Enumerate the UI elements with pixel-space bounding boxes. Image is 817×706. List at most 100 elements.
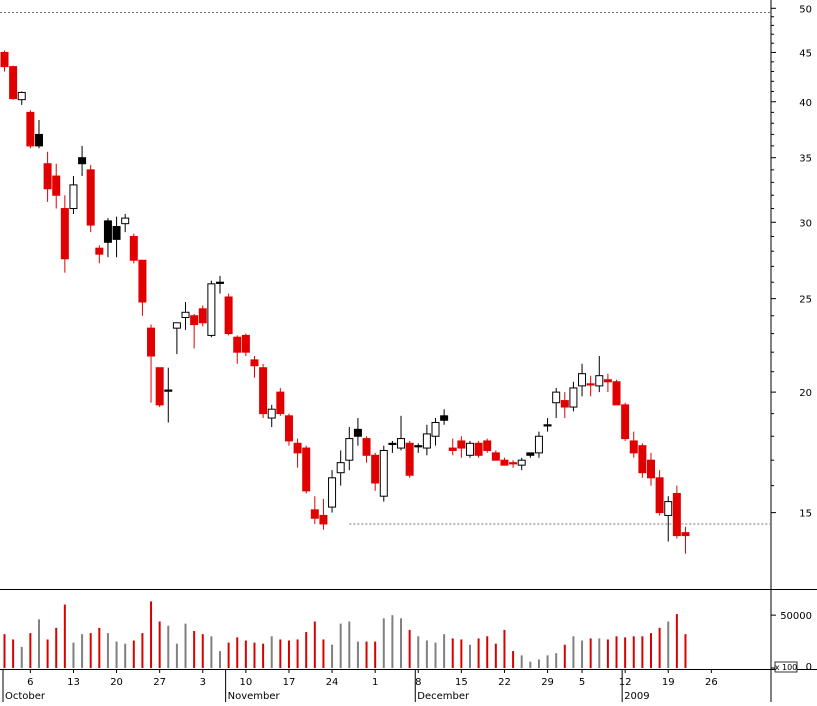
candle-body xyxy=(586,383,595,386)
candle-body xyxy=(276,391,285,415)
candle xyxy=(638,443,647,478)
candle-body xyxy=(224,296,233,335)
candle xyxy=(655,470,664,516)
candle-body xyxy=(328,477,337,508)
candle xyxy=(172,322,181,355)
candle xyxy=(26,110,35,149)
candle-body xyxy=(379,449,388,497)
candle xyxy=(43,151,52,202)
price-tick-label: 15 xyxy=(799,509,812,520)
candle-body xyxy=(207,283,216,336)
candle xyxy=(371,452,380,491)
candle xyxy=(190,314,199,349)
candle-body xyxy=(647,459,655,479)
candle-body xyxy=(569,387,578,408)
candle-body xyxy=(86,169,95,226)
candle-body xyxy=(52,175,61,196)
candle-body xyxy=(526,452,535,456)
candle xyxy=(121,213,130,233)
candle xyxy=(241,333,250,357)
candle-body xyxy=(500,459,509,466)
candle xyxy=(526,452,535,458)
candle xyxy=(147,324,156,403)
candle-body xyxy=(336,462,345,474)
month-label: October xyxy=(5,691,46,702)
candle-body xyxy=(155,367,164,406)
candle-body xyxy=(172,322,181,329)
candle-body xyxy=(95,247,104,255)
candle xyxy=(621,402,630,441)
time-tick-label: 24 xyxy=(326,677,339,688)
time-tick-label: 22 xyxy=(498,677,511,688)
candle-body xyxy=(17,91,26,101)
time-tick-label: 6 xyxy=(27,677,33,688)
candle-body xyxy=(147,327,156,357)
candle-body xyxy=(448,447,457,451)
candle xyxy=(17,91,26,105)
volume-multiplier-label: x 100 xyxy=(775,663,798,672)
candle-body xyxy=(284,415,293,442)
candle-body xyxy=(181,311,190,318)
candle xyxy=(560,392,569,419)
candle xyxy=(612,379,621,406)
candle-body xyxy=(112,225,121,240)
candle xyxy=(474,440,483,458)
candle xyxy=(586,375,595,397)
candle-body xyxy=(431,422,440,437)
candle xyxy=(603,373,612,393)
volume-tick-label: 50000 xyxy=(780,611,812,622)
reference-lines xyxy=(0,12,771,525)
candle-body xyxy=(457,440,466,449)
price-tick-label: 20 xyxy=(799,388,812,399)
candle-body xyxy=(78,157,87,165)
candle xyxy=(224,293,233,336)
candle xyxy=(672,485,681,539)
candle xyxy=(181,302,190,330)
candle-body xyxy=(595,375,604,387)
candle xyxy=(422,424,431,456)
candle xyxy=(129,233,138,264)
candle-body xyxy=(414,445,423,448)
candle xyxy=(629,431,638,458)
candle xyxy=(388,440,397,453)
candle xyxy=(491,450,500,461)
candle-body xyxy=(388,442,397,445)
candle-body xyxy=(233,336,242,353)
candle xyxy=(9,65,18,100)
candle-body xyxy=(43,163,52,190)
candle xyxy=(328,470,337,513)
candle-body xyxy=(655,477,664,514)
time-tick-label: 10 xyxy=(239,677,252,688)
candle xyxy=(250,356,259,378)
candle-body xyxy=(422,433,431,449)
candle-body xyxy=(241,334,250,353)
candle xyxy=(457,436,466,458)
time-tick-label: 20 xyxy=(110,677,123,688)
candle-body xyxy=(405,442,414,476)
time-tick-label: 29 xyxy=(541,677,554,688)
candle xyxy=(362,436,371,463)
time-tick-label: 8 xyxy=(415,677,421,688)
candle-body xyxy=(397,438,406,449)
candle-body xyxy=(681,532,690,537)
candle xyxy=(207,280,216,338)
time-tick-label: 5 xyxy=(579,677,585,688)
candle xyxy=(34,119,43,149)
candle-body xyxy=(552,391,561,404)
candle xyxy=(578,363,587,397)
candle xyxy=(310,496,319,524)
candle xyxy=(198,305,207,327)
price-tick-label: 25 xyxy=(799,295,812,306)
candle xyxy=(216,275,224,294)
price-tick-label: 35 xyxy=(799,154,812,165)
candle-body xyxy=(0,51,9,68)
month-label: 2009 xyxy=(624,691,649,702)
candle xyxy=(336,450,345,486)
candle-body xyxy=(60,208,69,260)
time-tick-label: 3 xyxy=(200,677,206,688)
candle-body xyxy=(190,315,199,326)
candle-body xyxy=(509,462,518,465)
time-tick-label: 27 xyxy=(153,677,166,688)
month-label: December xyxy=(417,691,470,702)
candle-body xyxy=(138,259,147,303)
